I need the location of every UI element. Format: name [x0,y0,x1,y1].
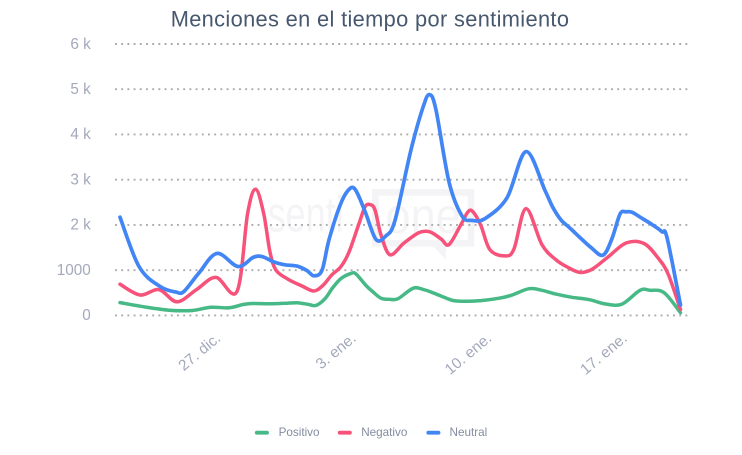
svg-text:3 k: 3 k [70,172,91,189]
svg-text:3. ene.: 3. ene. [313,330,360,373]
svg-text:one: one [386,189,461,245]
svg-text:4 k: 4 k [70,126,91,143]
svg-text:Positivo: Positivo [279,426,320,439]
svg-text:10. ene.: 10. ene. [442,330,495,379]
svg-text:0: 0 [82,307,91,324]
svg-text:6 k: 6 k [70,36,91,53]
svg-text:5 k: 5 k [70,81,91,98]
svg-text:1000: 1000 [57,262,91,279]
svg-text:17. ene.: 17. ene. [577,330,630,379]
svg-text:Menciones en el tiempo por sen: Menciones en el tiempo por sentimiento [171,6,570,31]
svg-text:27. dic.: 27. dic. [175,330,224,375]
svg-text:2 k: 2 k [70,217,91,234]
svg-text:Neutral: Neutral [450,426,488,439]
svg-text:Negativo: Negativo [361,426,408,439]
